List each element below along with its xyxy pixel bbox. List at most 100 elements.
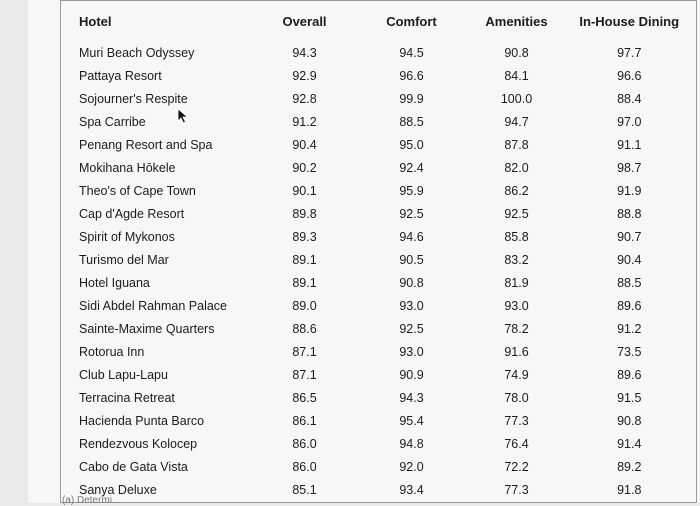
table-row: Spa Carribe 91.2 88.5 94.7 97.0: [61, 110, 697, 133]
amenities-score-cell: 84.1: [504, 68, 529, 83]
table-row: Turismo del Mar 89.1 90.5 83.2 90.4: [61, 248, 697, 271]
overall-score-cell: 90.4: [292, 137, 317, 152]
comfort-score-cell: 93.0: [399, 299, 424, 314]
table-row: Terracina Retreat 86.5 94.3 78.0 91.5: [61, 387, 697, 410]
amenities-score-cell: 82.0: [504, 160, 529, 175]
amenities-score-cell: 86.2: [504, 183, 529, 198]
dining-score-cell: 96.6: [617, 68, 642, 83]
hotel-name-cell: Rotorua Inn: [79, 345, 145, 360]
table-row: Cabo de Gata Vista 86.0 92.0 72.2 89.2: [61, 456, 697, 479]
dining-score-cell: 90.4: [617, 252, 642, 267]
amenities-score-cell: 74.9: [504, 368, 529, 383]
overall-score-cell: 89.8: [292, 206, 317, 221]
overall-score-cell: 85.1: [292, 483, 317, 498]
dining-score-cell: 89.6: [617, 299, 642, 314]
column-header-hotel: Hotel: [79, 13, 112, 29]
dining-score-cell: 91.2: [617, 322, 642, 337]
overall-score-cell: 92.9: [292, 68, 317, 83]
mouse-pointer-icon: [177, 108, 189, 124]
comfort-score-cell: 90.5: [399, 252, 424, 267]
dining-score-cell: 88.5: [617, 275, 642, 290]
comfort-score-cell: 90.8: [399, 275, 424, 290]
hotel-name-cell: Cabo de Gata Vista: [79, 460, 188, 475]
dining-score-cell: 89.6: [617, 368, 642, 383]
overall-score-cell: 89.1: [292, 252, 317, 267]
comfort-score-cell: 88.5: [399, 114, 424, 129]
table-row: Sanya Deluxe 85.1 93.4 77.3 91.8: [61, 479, 697, 503]
table-row: Cap d'Agde Resort 89.8 92.5 92.5 88.8: [61, 202, 697, 225]
amenities-score-cell: 83.2: [504, 252, 529, 267]
amenities-score-cell: 90.8: [504, 45, 529, 60]
hotel-name-cell: Hacienda Punta Barco: [79, 414, 205, 429]
table-row: Mokihana Hōkele 90.2 92.4 82.0 98.7: [61, 156, 697, 179]
overall-score-cell: 89.0: [292, 299, 317, 314]
dining-score-cell: 97.0: [617, 114, 642, 129]
dining-score-cell: 89.2: [617, 460, 642, 475]
table-row: Hotel Iguana 89.1 90.8 81.9 88.5: [61, 271, 697, 294]
dining-score-cell: 91.8: [617, 483, 642, 498]
amenities-score-cell: 77.3: [504, 414, 529, 429]
amenities-score-cell: 76.4: [504, 437, 529, 452]
column-header-overall: Overall: [282, 13, 327, 29]
dining-score-cell: 88.8: [617, 206, 642, 221]
comfort-score-cell: 95.9: [399, 183, 424, 198]
hotel-name-cell: Cap d'Agde Resort: [79, 206, 185, 221]
table-row: Sidi Abdel Rahman Palace 89.0 93.0 93.0 89.6: [61, 295, 697, 318]
comfort-score-cell: 93.0: [399, 345, 424, 360]
table-row: Penang Resort and Spa 90.4 95.0 87.8 91.1: [61, 133, 697, 156]
column-header-in-house-dining: In-House Dining: [579, 13, 680, 29]
hotel-ratings-table: Hotel Overall Comfort Amenities In-House…: [60, 0, 697, 503]
amenities-score-cell: 77.3: [504, 483, 529, 498]
comfort-score-cell: 95.0: [399, 137, 424, 152]
table-row: Spirit of Mykonos 89.3 94.6 85.8 90.7: [61, 225, 697, 248]
comfort-score-cell: 96.6: [399, 68, 424, 83]
comfort-score-cell: 92.4: [399, 160, 424, 175]
hotel-name-cell: Turismo del Mar: [79, 252, 169, 267]
overall-score-cell: 86.0: [292, 460, 317, 475]
dining-score-cell: 91.5: [617, 391, 642, 406]
amenities-score-cell: 78.0: [504, 391, 529, 406]
column-header-comfort: Comfort: [386, 13, 437, 29]
table-row: Muri Beach Odyssey 94.3 94.5 90.8 97.7: [61, 41, 697, 64]
column-header-amenities: Amenities: [485, 13, 548, 29]
hotel-name-cell: Penang Resort and Spa: [79, 137, 213, 152]
dining-score-cell: 91.1: [617, 137, 642, 152]
overall-score-cell: 91.2: [292, 114, 317, 129]
hotel-name-cell: Spa Carribe: [79, 114, 146, 129]
amenities-score-cell: 85.8: [504, 229, 529, 244]
question-text-fragment: (a) Determi...: [62, 495, 121, 506]
amenities-score-cell: 92.5: [504, 206, 529, 221]
hotel-name-cell: Muri Beach Odyssey: [79, 45, 195, 60]
table-row: Club Lapu-Lapu 87.1 90.9 74.9 89.6: [61, 364, 697, 387]
dining-score-cell: 90.8: [617, 414, 642, 429]
hotel-name-cell: Terracina Retreat: [79, 391, 175, 406]
comfort-score-cell: 94.3: [399, 391, 424, 406]
overall-score-cell: 92.8: [292, 91, 317, 106]
amenities-score-cell: 94.7: [504, 114, 529, 129]
table-row: Rendezvous Kolocep 86.0 94.8 76.4 91.4: [61, 433, 697, 456]
hotel-name-cell: Rendezvous Kolocep: [79, 437, 198, 452]
dining-score-cell: 97.7: [617, 45, 642, 60]
dining-score-cell: 73.5: [617, 345, 642, 360]
comfort-score-cell: 95.4: [399, 414, 424, 429]
comfort-score-cell: 94.6: [399, 229, 424, 244]
table-row: Sojourner's Respite 92.8 99.9 100.0 88.4: [61, 87, 697, 110]
hotel-name-cell: Sojourner's Respite: [79, 91, 188, 106]
dining-score-cell: 91.4: [617, 437, 642, 452]
amenities-score-cell: 72.2: [504, 460, 529, 475]
hotel-name-cell: Theo's of Cape Town: [79, 183, 196, 198]
overall-score-cell: 86.0: [292, 437, 317, 452]
dining-score-cell: 90.7: [617, 229, 642, 244]
table-row: Hacienda Punta Barco 86.1 95.4 77.3 90.8: [61, 410, 697, 433]
hotel-name-cell: Sainte-Maxime Quarters: [79, 322, 215, 337]
hotel-name-cell: Sanya Deluxe: [79, 483, 157, 498]
overall-score-cell: 89.3: [292, 229, 317, 244]
comfort-score-cell: 92.0: [399, 460, 424, 475]
comfort-score-cell: 93.4: [399, 483, 424, 498]
amenities-score-cell: 100.0: [500, 91, 533, 106]
overall-score-cell: 88.6: [292, 322, 317, 337]
table-row: Theo's of Cape Town 90.1 95.9 86.2 91.9: [61, 179, 697, 202]
overall-score-cell: 90.1: [292, 183, 317, 198]
overall-score-cell: 94.3: [292, 45, 317, 60]
table-row: Pattaya Resort 92.9 96.6 84.1 96.6: [61, 64, 697, 87]
